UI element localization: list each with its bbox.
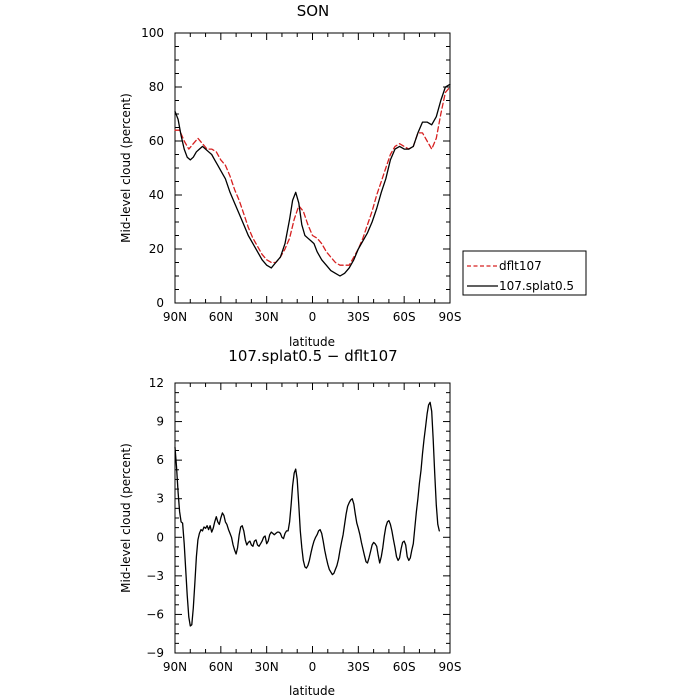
y-tick-label: 9 (156, 415, 164, 429)
difference-panel: 107.splat0.5 − dflt107 90N 60N 30N 0 30S 60S 9… (119, 347, 461, 698)
series-layer (174, 83, 451, 277)
x-ticks: 90N 60N 30N 0 30S 60S 90S (163, 33, 462, 324)
x-tick-label: 60N (209, 310, 233, 324)
x-tick-label: 60N (209, 660, 233, 674)
legend-label-splat: 107.splat0.5 (499, 279, 574, 293)
x-tick-label: 30S (347, 310, 370, 324)
y-tick-label: 60 (149, 134, 164, 148)
y-tick-label: 0 (156, 296, 164, 310)
x-tick-label: 90N (163, 660, 187, 674)
zonal-mean-panel: SON 90N 60N 30N 0 30S 60S 90S 0 20 40 60 80 100 lat… (119, 2, 461, 349)
x-tick-label: 30N (255, 660, 279, 674)
y-axis-label: Mid-level cloud (percent) (119, 443, 133, 593)
x-axis-label: latitude (289, 684, 335, 698)
y-tick-label: 3 (156, 492, 164, 506)
x-tick-label: 90S (439, 310, 462, 324)
y-tick-label: 80 (149, 80, 164, 94)
y-tick-label: 12 (149, 376, 164, 390)
y-ticks: −9 −6 −3 0 3 6 9 12 (146, 376, 450, 660)
x-tick-label: 60S (393, 660, 416, 674)
series-line-son-1 (174, 83, 451, 277)
y-tick-label: −9 (146, 646, 164, 660)
y-ticks: 0 20 40 60 80 100 (141, 26, 450, 310)
x-tick-label: 30S (347, 660, 370, 674)
series-line-son-0 (174, 86, 451, 266)
legend-box (462, 250, 587, 296)
series-layer (174, 401, 440, 627)
y-tick-label: 0 (156, 530, 164, 544)
x-tick-label: 90N (163, 310, 187, 324)
legend-label-dflt107: dflt107 (499, 259, 542, 273)
plot-frame (174, 32, 451, 304)
x-axis-label: latitude (289, 335, 335, 349)
y-axis-label: Mid-level cloud (percent) (119, 93, 133, 243)
x-tick-label: 60S (393, 310, 416, 324)
x-tick-label: 0 (309, 660, 317, 674)
chart-title: 107.splat0.5 − dflt107 (228, 347, 397, 365)
y-tick-label: −6 (146, 607, 164, 621)
y-tick-label: −3 (146, 569, 164, 583)
x-tick-label: 30N (255, 310, 279, 324)
x-ticks: 90N 60N 30N 0 30S 60S 90S (163, 383, 462, 674)
y-tick-label: 100 (141, 26, 164, 40)
y-tick-label: 40 (149, 188, 164, 202)
y-tick-label: 6 (156, 453, 164, 467)
y-tick-label: 20 (149, 242, 164, 256)
x-tick-label: 90S (439, 660, 462, 674)
legend: dflt107 107.splat0.5 (462, 250, 587, 296)
chart-title: SON (297, 2, 330, 20)
series-line-diff-0 (174, 401, 440, 627)
x-tick-label: 0 (309, 310, 317, 324)
